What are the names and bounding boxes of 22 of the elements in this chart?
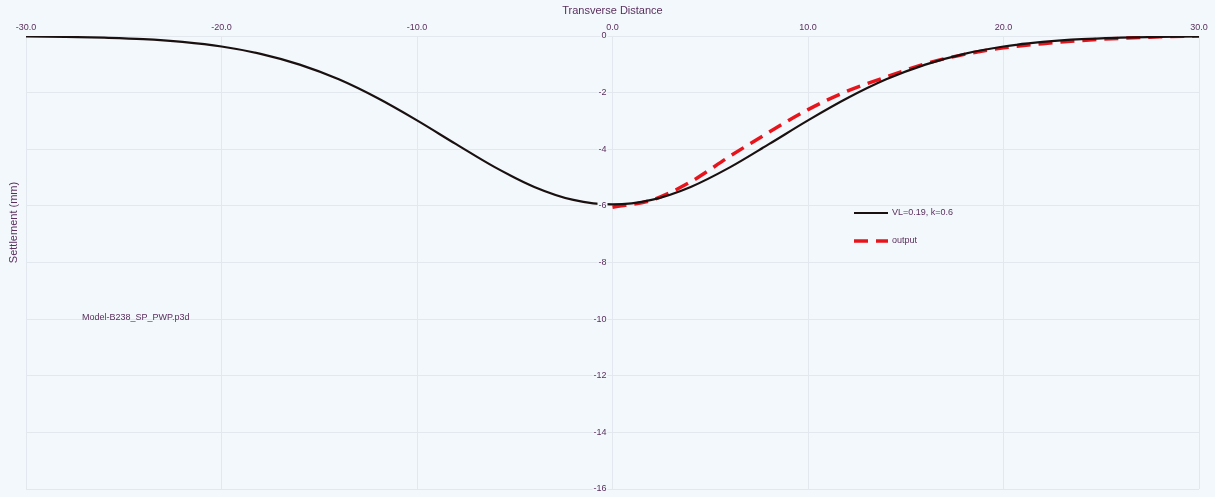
y-tick-label: -10	[593, 313, 607, 324]
x-tick-label: -30.0	[15, 22, 37, 33]
y-tick-label: -2	[598, 87, 607, 98]
x-tick-label: 30.0	[1190, 22, 1208, 33]
y-tick-label: -4	[598, 143, 607, 154]
x-tick-label: 20.0	[994, 22, 1013, 33]
x-tick-label: -20.0	[211, 22, 232, 33]
x-tick-label: 0.0	[606, 22, 619, 33]
y-tick-label: -14	[593, 426, 607, 437]
y-tick-label: -16	[593, 483, 607, 494]
y-tick-label: -12	[593, 370, 607, 381]
line-series	[610, 36, 1199, 210]
y-tick-label: -8	[598, 256, 607, 267]
y-tick-label: -6	[598, 200, 607, 211]
x-tick-label: 10.0	[799, 22, 817, 33]
x-axis-title: Transverse Distance	[562, 3, 663, 16]
y-tick-label: 0	[601, 30, 607, 41]
x-tick-label: -10.0	[406, 22, 428, 33]
legend-label: output	[892, 235, 918, 246]
annotation: Model-B238_SP_PWP.p3d	[82, 312, 190, 323]
y-axis-title: Settlement (mm)	[7, 181, 20, 264]
legend-label: VL=0.19, k=0.6	[892, 207, 954, 218]
